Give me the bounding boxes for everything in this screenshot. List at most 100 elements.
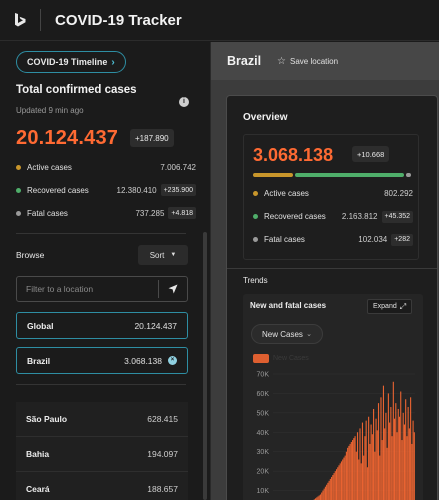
stat-label: Active cases bbox=[264, 189, 309, 198]
right-panel: Brazil ☆ Save location Overview 3.068.13… bbox=[211, 42, 439, 500]
stat-value: 12.380.410 bbox=[116, 185, 157, 195]
bar bbox=[345, 451, 347, 500]
trends-title: Trends bbox=[243, 276, 268, 285]
location-card-global[interactable]: Global 20.124.437 bbox=[16, 312, 188, 339]
bar bbox=[380, 397, 382, 500]
bar bbox=[331, 476, 333, 500]
fatal-share-segment bbox=[406, 173, 411, 177]
bar bbox=[391, 436, 393, 500]
country-total-cases: 3.068.138 bbox=[253, 145, 334, 165]
sort-button[interactable]: Sort ▼ bbox=[138, 245, 188, 265]
bar bbox=[403, 424, 405, 500]
active-share-segment bbox=[253, 173, 294, 177]
trends-divider bbox=[227, 268, 437, 269]
bar bbox=[321, 492, 323, 500]
bar bbox=[408, 428, 410, 500]
bar bbox=[328, 480, 330, 500]
bar bbox=[342, 459, 344, 500]
recovered-share-segment bbox=[295, 173, 405, 177]
navigate-location-icon[interactable] bbox=[159, 277, 187, 301]
bar bbox=[322, 490, 324, 500]
dropdown-value: New Cases bbox=[262, 329, 303, 339]
location-header: Brazil ☆ Save location bbox=[211, 42, 439, 80]
save-location-button[interactable]: ☆ Save location bbox=[277, 56, 338, 67]
list-item[interactable]: São Paulo 628.415 bbox=[16, 402, 188, 437]
y-tick-label: 60K bbox=[257, 391, 270, 398]
stat-delta: +235.900 bbox=[160, 184, 196, 196]
bar bbox=[355, 451, 357, 500]
new-cases-chart: 010K20K30K40K50K60K70K2020-02-282020-05-… bbox=[257, 372, 415, 500]
bar bbox=[412, 420, 414, 500]
bar bbox=[364, 436, 366, 500]
bar bbox=[370, 424, 372, 500]
y-tick-label: 70K bbox=[257, 372, 270, 379]
fatal-dot-icon bbox=[16, 210, 21, 216]
stat-label: Fatal cases bbox=[27, 208, 68, 218]
left-scrollbar[interactable] bbox=[203, 232, 207, 500]
stat-value: 7.006.742 bbox=[160, 162, 196, 172]
panel-divider bbox=[210, 42, 211, 500]
timeline-button[interactable]: COVID-19 Timeline › bbox=[16, 51, 126, 73]
list-item[interactable]: Bahia 194.097 bbox=[16, 437, 188, 472]
metric-dropdown[interactable]: New Cases ⌄ bbox=[251, 324, 323, 344]
active-dot-icon bbox=[16, 164, 21, 170]
header-divider bbox=[40, 9, 41, 31]
bar bbox=[349, 443, 351, 500]
bar bbox=[373, 408, 375, 500]
country-total-delta: +10.668 bbox=[352, 146, 390, 162]
stat-delta: +282 bbox=[391, 233, 413, 246]
legend-swatch bbox=[253, 354, 269, 363]
bar bbox=[318, 495, 320, 500]
bing-logo-icon[interactable] bbox=[0, 0, 40, 41]
stat-value: 102.034 bbox=[358, 235, 388, 244]
bar bbox=[377, 403, 380, 500]
global-total-cases: 20.124.437 bbox=[16, 127, 119, 149]
expand-button[interactable]: Expand ⤢ bbox=[367, 299, 413, 314]
clear-selection-icon[interactable]: × bbox=[168, 356, 177, 365]
timeline-label: COVID-19 Timeline bbox=[27, 57, 108, 67]
bar bbox=[334, 471, 336, 500]
region-cases: 194.097 bbox=[147, 449, 178, 459]
bar bbox=[413, 432, 415, 500]
bar bbox=[407, 407, 409, 500]
region-cases: 628.415 bbox=[147, 414, 178, 424]
bar bbox=[401, 440, 403, 500]
location-card-brazil[interactable]: Brazil 3.068.138 × bbox=[16, 347, 188, 374]
list-divider bbox=[16, 384, 186, 385]
location-search-input[interactable] bbox=[17, 277, 158, 301]
bar bbox=[402, 412, 404, 500]
bar bbox=[400, 391, 402, 500]
y-tick-label: 10K bbox=[257, 488, 270, 495]
expand-icon: ⤢ bbox=[399, 301, 407, 311]
bar bbox=[327, 482, 329, 500]
y-tick-label: 30K bbox=[257, 449, 270, 456]
bar bbox=[358, 459, 360, 500]
bar bbox=[332, 475, 334, 500]
bar bbox=[340, 461, 343, 500]
overview-card: Overview 3.068.138 +10.668 Active cases … bbox=[226, 95, 438, 500]
bar bbox=[397, 408, 399, 500]
bar bbox=[384, 428, 386, 500]
app-title: COVID-19 Tracker bbox=[55, 11, 182, 29]
search-divider bbox=[158, 280, 159, 298]
global-recovered-row: Recovered cases 12.380.410 +235.900 bbox=[16, 183, 196, 197]
stat-value: 737.285 bbox=[135, 208, 165, 218]
bar bbox=[394, 418, 396, 500]
global-fatal-row: Fatal cases 737.285 +4.818 bbox=[16, 206, 196, 220]
chart-title: New and fatal cases bbox=[250, 301, 327, 310]
star-icon: ☆ bbox=[277, 55, 287, 67]
bar bbox=[329, 478, 331, 500]
bar bbox=[335, 469, 338, 500]
bar bbox=[368, 416, 370, 500]
overview-stats: 3.068.138 +10.668 Active cases 802.292 R… bbox=[243, 134, 419, 260]
caret-down-icon: ▼ bbox=[170, 252, 177, 258]
bar bbox=[317, 496, 319, 500]
bar bbox=[376, 430, 378, 500]
list-item[interactable]: Ceará 188.657 bbox=[16, 472, 188, 500]
global-total-delta: +187.890 bbox=[130, 129, 174, 147]
bar bbox=[405, 399, 407, 500]
sort-label: Sort bbox=[149, 250, 165, 260]
info-icon[interactable]: i bbox=[179, 97, 189, 107]
bar bbox=[382, 385, 385, 500]
bar bbox=[350, 442, 352, 500]
